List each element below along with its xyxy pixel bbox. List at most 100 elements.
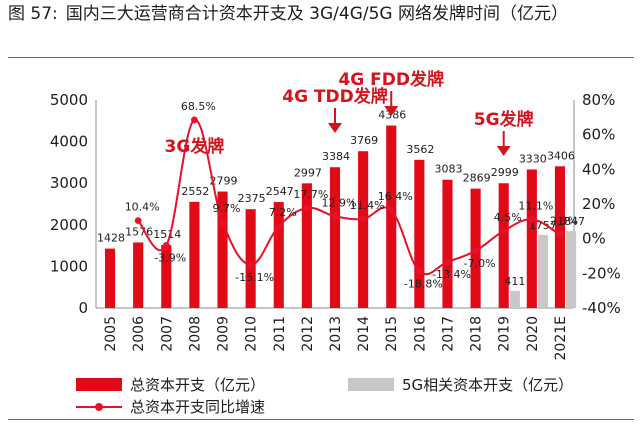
y-left-tick-label: 4000 <box>50 133 88 151</box>
bar-5g-value-label: 1847 <box>557 215 585 228</box>
legend-swatch-5g <box>348 378 394 391</box>
bar-total-value-label: 3083 <box>434 163 462 176</box>
growth-value-label: -18.8% <box>404 277 443 290</box>
growth-value-label: 17.7% <box>293 188 328 201</box>
license-annotation: 5G发牌 <box>474 109 534 130</box>
growth-value-label: 16.4% <box>378 190 413 203</box>
bar-total-value-label: 2799 <box>210 175 238 188</box>
x-tick-label: 2015 <box>384 316 400 352</box>
y-left-tick-label: 3000 <box>50 174 88 192</box>
y-right-tick-label: 40% <box>582 160 615 178</box>
license-annotation: 4G FDD发牌 <box>338 69 444 90</box>
growth-point <box>387 206 395 214</box>
license-annotation: 4G TDD发牌 <box>282 86 388 107</box>
growth-value-label: 9.7% <box>213 202 241 215</box>
growth-point <box>359 215 367 223</box>
x-tick-label: 2011 <box>272 316 288 352</box>
y-left-tick-label: 0 <box>78 299 88 317</box>
growth-value-label: 12.9% <box>322 196 357 209</box>
top-rule <box>8 57 634 58</box>
y-right-tick-label: -40% <box>582 299 621 317</box>
growth-point <box>472 247 479 255</box>
bar-total-value-label: 2999 <box>491 166 519 179</box>
legend-label-growth: 总资本开支同比增速 <box>130 398 266 416</box>
x-tick-label: 2021E <box>553 316 569 360</box>
x-tick-label: 2019 <box>497 316 513 352</box>
bar-5g-value-label: 411 <box>504 275 525 288</box>
bar-total-value-label: 3330 <box>519 152 547 165</box>
growth-point <box>303 204 311 212</box>
bar-total-capex <box>189 201 200 308</box>
bar-total-capex <box>414 159 425 308</box>
growth-point <box>444 258 451 266</box>
bar-total-value-label: 2869 <box>463 172 491 185</box>
legend-5g-capex: 5G相关资本开支（亿元） <box>348 374 573 395</box>
y-right-tick-label: 80% <box>582 91 615 109</box>
y-left-tick-label: 1000 <box>50 257 88 275</box>
growth-point <box>528 216 536 223</box>
growth-value-label: 2.3% <box>550 215 578 228</box>
bar-total-value-label: 1576 <box>125 225 153 238</box>
growth-value-label: 68.5% <box>181 100 216 113</box>
x-tick-label: 2012 <box>300 316 316 352</box>
x-tick-label: 2010 <box>244 316 260 352</box>
bar-total-value-label: 3769 <box>350 134 378 147</box>
x-tick-label: 2013 <box>328 316 344 352</box>
annotation-arrow-head <box>496 146 511 156</box>
bar-total-capex <box>329 167 341 308</box>
bar-total-capex <box>526 169 537 308</box>
figure-title: 图 57: 国内三大运营商合计资本开支及 3G/4G/5G 网络发牌时间（亿元） <box>8 2 634 27</box>
y-right-tick-label: -20% <box>582 264 621 282</box>
growth-point <box>134 217 142 225</box>
bar-total-value-label: 4386 <box>378 109 406 122</box>
growth-value-label: 10.4% <box>125 201 160 214</box>
bar-total-value-label: 3562 <box>406 143 434 156</box>
license-annotation: 3G发牌 <box>165 136 225 157</box>
figure-number: 图 57: <box>8 4 58 24</box>
bar-total-value-label: 1428 <box>97 232 125 245</box>
bar-total-value-label: 2552 <box>181 185 209 198</box>
bar-total-capex <box>386 125 397 309</box>
growth-value-label: 4.5% <box>494 211 522 224</box>
legend-label-total: 总资本开支（亿元） <box>130 376 266 394</box>
bar-5g-capex <box>509 290 520 308</box>
growth-value-label: 7.2% <box>269 206 297 219</box>
y-left-tick-label: 2000 <box>50 216 88 234</box>
bottom-rule <box>8 419 634 420</box>
bar-total-value-label: 2547 <box>266 185 294 198</box>
bar-total-capex <box>301 183 312 308</box>
y-right-tick-label: 20% <box>582 195 615 213</box>
figure-title-text: 国内三大运营商合计资本开支及 3G/4G/5G 网络发牌时间（亿元） <box>65 4 568 24</box>
growth-value-label: -13.4% <box>432 268 471 281</box>
x-tick-label: 2018 <box>469 316 485 352</box>
legend-growth: 总资本开支同比增速 <box>76 396 265 417</box>
bar-total-value-label: 3406 <box>547 149 575 162</box>
x-tick-label: 2009 <box>216 316 232 352</box>
y-right-tick-label: 60% <box>582 126 615 144</box>
bar-total-value-label: 1514 <box>153 228 181 241</box>
bar-5g-capex <box>566 231 577 308</box>
x-tick-label: 2007 <box>159 316 175 352</box>
growth-point <box>556 231 564 239</box>
x-tick-label: 2005 <box>103 316 119 352</box>
annotation-arrow-head <box>328 123 342 133</box>
bar-total-capex <box>133 242 144 308</box>
bar-total-capex <box>442 179 453 308</box>
legend-swatch-growth <box>76 400 122 413</box>
bar-total-capex <box>273 202 284 308</box>
legend-label-5g: 5G相关资本开支（亿元） <box>402 376 574 394</box>
x-tick-label: 2020 <box>525 316 541 352</box>
y-left-tick-label: 5000 <box>50 91 88 109</box>
y-right-tick-label: 0% <box>582 230 606 248</box>
growth-point <box>219 218 226 226</box>
growth-value-label: -15.1% <box>235 271 274 284</box>
legend-total-capex: 总资本开支（亿元） <box>76 374 265 395</box>
growth-point <box>331 212 339 220</box>
bar-total-capex <box>104 248 116 308</box>
legend-swatch-total <box>76 378 122 391</box>
x-tick-label: 2008 <box>187 316 203 352</box>
growth-value-label: 11.4% <box>350 199 385 212</box>
x-tick-label: 2017 <box>440 316 456 352</box>
x-tick-label: 2016 <box>412 316 428 352</box>
